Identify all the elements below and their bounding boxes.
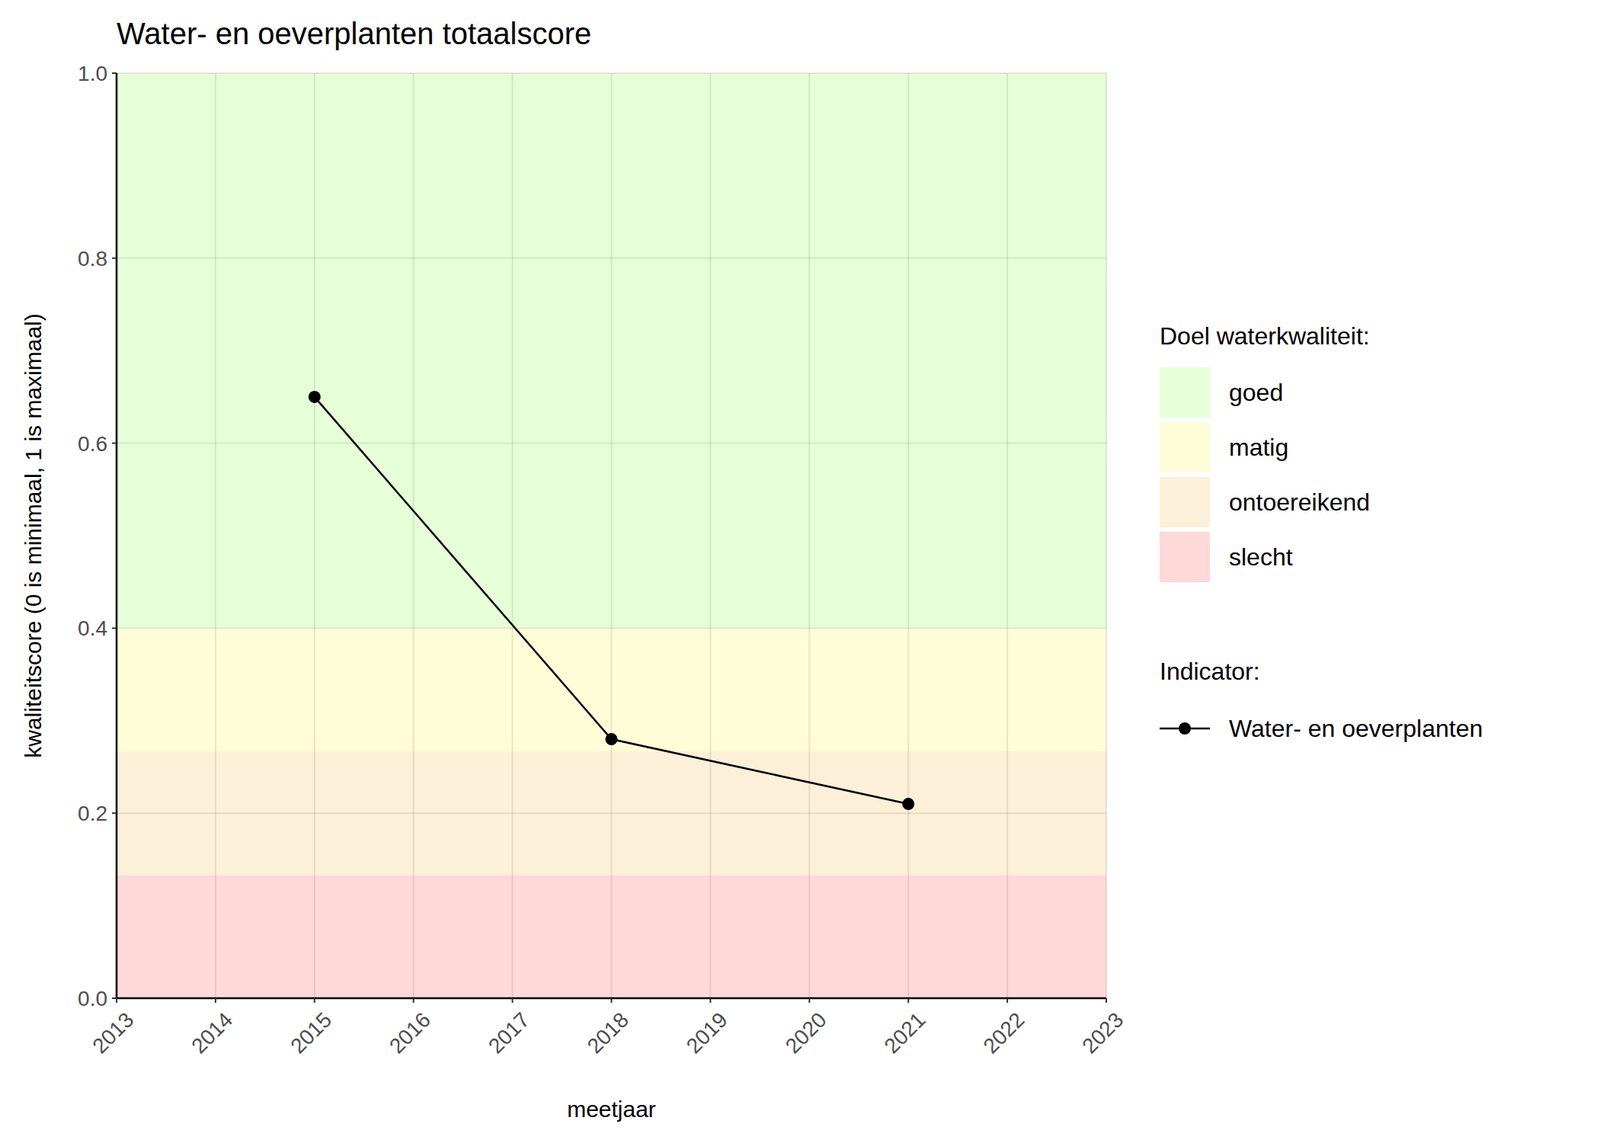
x-tick-label: 2016 bbox=[384, 1007, 436, 1058]
y-tick bbox=[112, 257, 117, 260]
grid-line-x bbox=[611, 73, 613, 999]
x-tick bbox=[412, 998, 415, 1003]
grid-line-y bbox=[116, 627, 1107, 629]
grid-line-x bbox=[1105, 73, 1108, 999]
y-tick-label: 0.8 bbox=[77, 246, 108, 271]
x-tick-label: 2014 bbox=[186, 1007, 237, 1058]
x-tick bbox=[313, 998, 316, 1003]
x-tick bbox=[611, 998, 613, 1003]
x-tick bbox=[214, 998, 217, 1003]
y-tick bbox=[112, 442, 117, 445]
legend-key bbox=[1159, 422, 1210, 473]
y-label: kwaliteitscore (0 is minimaal, 1 is maxi… bbox=[20, 313, 46, 758]
chart: 0.0 0.2 0.4 0.6 0.8 1.0 2013 2014 2015 2016 2017 20… bbox=[0, 0, 1600, 1143]
y-tick-label: 1.0 bbox=[77, 61, 108, 86]
grid-line-x bbox=[907, 73, 909, 999]
point bbox=[308, 390, 321, 404]
point bbox=[902, 797, 915, 810]
legend-label: goed bbox=[1228, 378, 1284, 407]
grid-line-x bbox=[214, 73, 217, 999]
x-tick-label: 2013 bbox=[87, 1007, 138, 1058]
x-label: meetjaar bbox=[566, 1096, 656, 1122]
x-tick-label: 2018 bbox=[582, 1007, 634, 1058]
x-tick-label: 2015 bbox=[285, 1007, 336, 1058]
y-tick-label: 0.4 bbox=[77, 616, 108, 640]
grid-line-x bbox=[412, 73, 415, 999]
grid-line-x bbox=[1006, 73, 1008, 999]
grid-line-y bbox=[116, 257, 1107, 260]
legend-key bbox=[1159, 531, 1210, 583]
legend-key bbox=[1159, 476, 1210, 528]
legend-label: slecht bbox=[1228, 543, 1293, 571]
grid-line-x bbox=[709, 73, 711, 999]
series-line bbox=[314, 396, 909, 804]
x-tick bbox=[907, 998, 909, 1003]
y-tick bbox=[112, 812, 117, 814]
x-tick-label: 2023 bbox=[1077, 1007, 1128, 1058]
grid-line-x bbox=[808, 73, 810, 999]
grid-line-x bbox=[313, 73, 316, 999]
x-tick-label: 2021 bbox=[880, 1007, 931, 1058]
y-tick-label: 0.0 bbox=[77, 986, 108, 1011]
x-tick bbox=[808, 998, 810, 1003]
grid-line-y bbox=[116, 72, 1107, 74]
y-tick bbox=[112, 72, 117, 74]
title: Water- en oeverplanten totaalscore bbox=[116, 16, 592, 51]
x-tick-label: 2020 bbox=[780, 1007, 832, 1058]
grid-line-x bbox=[115, 73, 118, 999]
legend-title: Indicator: bbox=[1159, 657, 1261, 685]
legend-label: matig bbox=[1228, 433, 1289, 461]
x-tick-label: 2017 bbox=[483, 1007, 535, 1058]
grid-line-y bbox=[116, 812, 1107, 814]
grid-line-y bbox=[116, 442, 1107, 445]
legend-title: Doel waterkwaliteit: bbox=[1159, 322, 1370, 350]
x-tick-label: 2019 bbox=[681, 1007, 733, 1058]
y-axis bbox=[115, 73, 119, 999]
y-tick bbox=[112, 627, 117, 629]
legend-label: ontoereikend bbox=[1228, 488, 1370, 516]
point bbox=[605, 732, 618, 746]
legend-label: Water- en oeverplanten bbox=[1228, 714, 1483, 743]
grid-line-x bbox=[512, 73, 514, 999]
legend-marker bbox=[1178, 722, 1191, 735]
x-tick bbox=[1105, 998, 1108, 1003]
x-tick bbox=[709, 998, 711, 1003]
grid bbox=[116, 73, 1107, 999]
y-tick-label: 0.2 bbox=[77, 801, 108, 826]
bands bbox=[116, 73, 1107, 999]
series-group bbox=[308, 390, 915, 810]
x-tick bbox=[1006, 998, 1008, 1003]
legend-key bbox=[1159, 367, 1210, 418]
x-tick bbox=[512, 998, 514, 1003]
x-tick-label: 2022 bbox=[979, 1007, 1030, 1058]
x-tick bbox=[115, 998, 118, 1003]
y-tick-label: 0.6 bbox=[77, 432, 108, 456]
